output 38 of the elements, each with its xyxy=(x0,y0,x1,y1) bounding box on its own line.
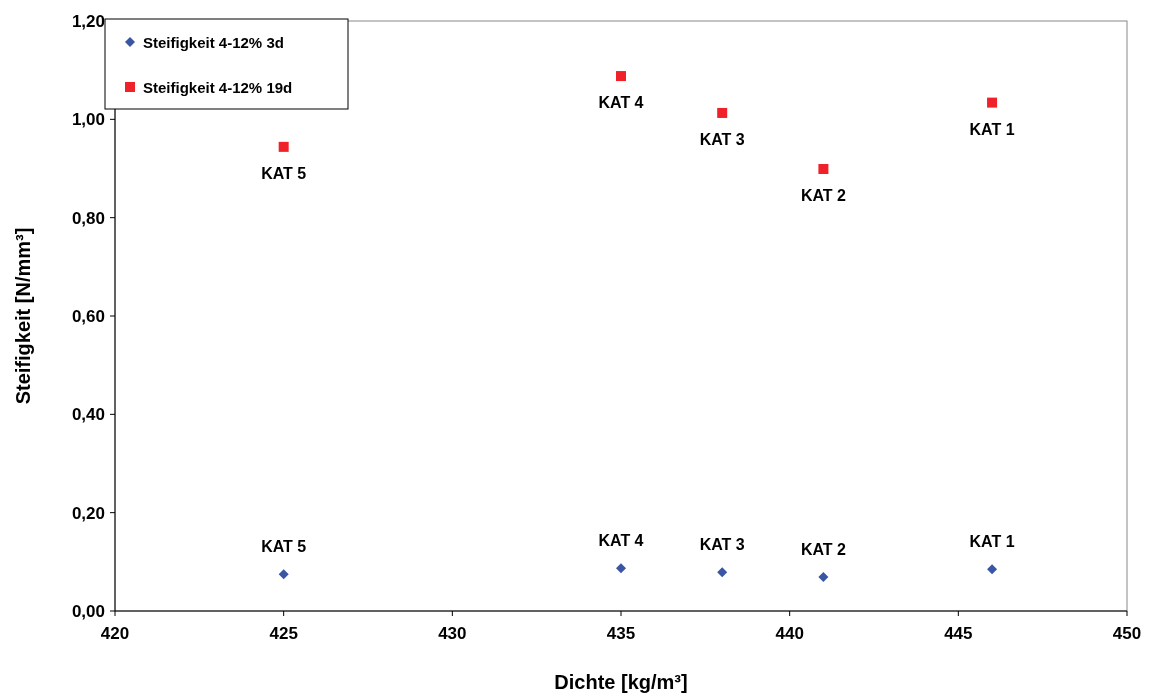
point xyxy=(616,71,626,82)
y-tick-label: 0,60 xyxy=(71,307,105,326)
annotation: KAT 3 xyxy=(699,536,745,554)
x-tick-label: 435 xyxy=(606,624,636,643)
x-axis-title: Dichte [kg/m³] xyxy=(554,671,688,693)
point xyxy=(818,163,829,174)
x-tick-label: 430 xyxy=(438,624,467,643)
annotation: KAT 2 xyxy=(800,541,847,559)
x-tick-label: 445 xyxy=(944,624,973,643)
y-tick-label: 0,80 xyxy=(71,208,105,228)
point xyxy=(717,567,728,578)
x-tick-label: 450 xyxy=(1112,624,1142,643)
y-tick-label: 0,40 xyxy=(71,405,105,425)
annotation: KAT 2 xyxy=(800,186,847,204)
annotation: KAT 1 xyxy=(969,533,1015,551)
point xyxy=(987,97,998,108)
annotation: KAT 4 xyxy=(598,94,644,112)
y-tick-label: 0,20 xyxy=(71,503,105,523)
point xyxy=(818,572,829,583)
annotation: KAT 4 xyxy=(598,532,644,550)
legend-label: Steifigkeit 4-12% 19d xyxy=(143,79,293,96)
y-tick-label: 1,20 xyxy=(71,12,105,31)
x-tick-label: 425 xyxy=(269,624,298,643)
annotation: KAT 3 xyxy=(699,130,745,148)
annotation: KAT 5 xyxy=(261,164,307,182)
point xyxy=(278,569,289,580)
x-tick-label: 440 xyxy=(775,624,804,643)
point xyxy=(278,141,289,152)
point xyxy=(987,564,998,575)
y-tick-label: 1,00 xyxy=(71,110,105,130)
y-tick-label: 0,00 xyxy=(71,602,105,621)
x-tick-label: 420 xyxy=(100,624,130,643)
annotation: KAT 1 xyxy=(969,120,1015,138)
point xyxy=(616,563,626,574)
point xyxy=(717,107,728,118)
y-axis-title: Steifigkeit [N/mm³] xyxy=(12,227,34,405)
legend-label: Steifigkeit 4-12% 3d xyxy=(143,34,284,51)
annotation: KAT 5 xyxy=(261,538,307,556)
